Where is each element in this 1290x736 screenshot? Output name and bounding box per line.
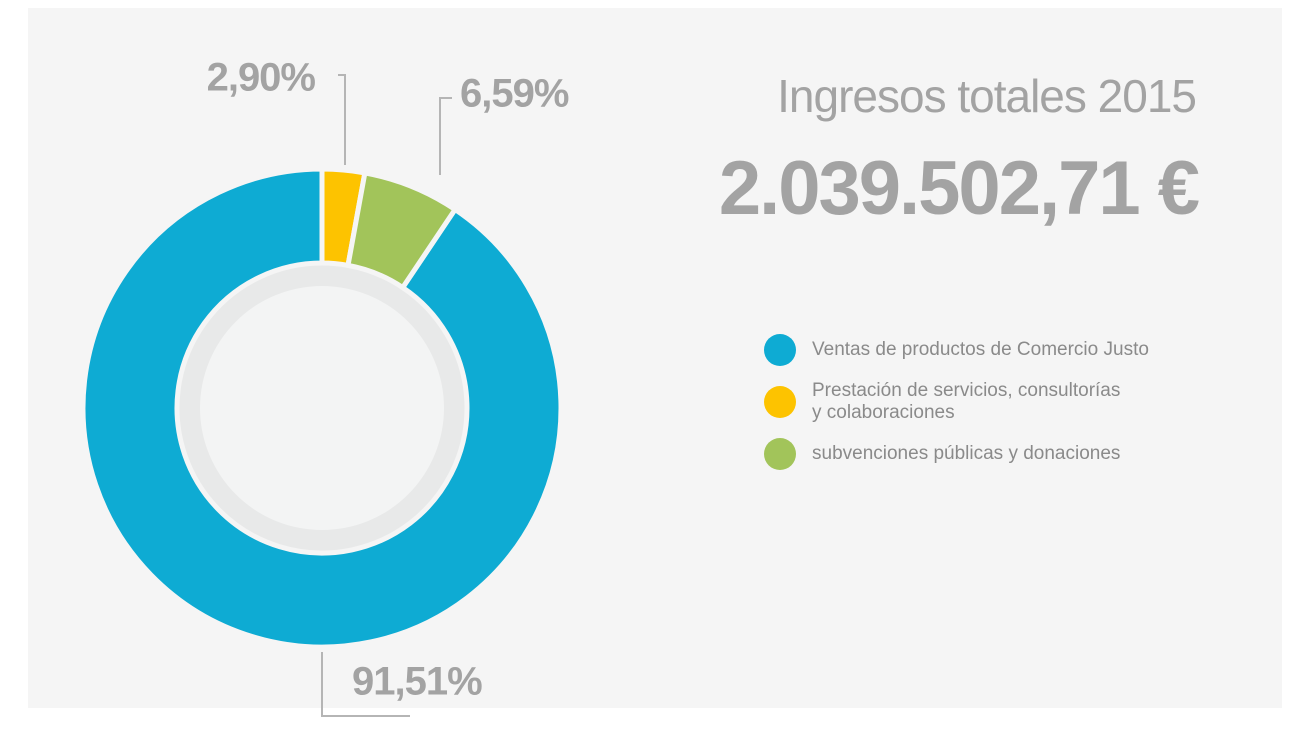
legend-item: Ventas de productos de Comercio Justo xyxy=(764,334,1149,366)
subtitle: 2.039.502,71 € xyxy=(719,146,1199,231)
legend-item: Prestación de servicios, consultorías y … xyxy=(764,380,1149,424)
legend-swatch xyxy=(764,386,796,418)
legend-label: Ventas de productos de Comercio Justo xyxy=(812,339,1149,360)
legend-item: subvenciones públicas y donaciones xyxy=(764,438,1149,470)
legend: Ventas de productos de Comercio Justo Pre… xyxy=(764,334,1149,484)
legend-label: Prestación de servicios, consultorías y … xyxy=(812,380,1121,423)
leader-line xyxy=(439,97,452,175)
value-label: 2,90% xyxy=(207,56,316,100)
legend-swatch xyxy=(764,334,796,366)
leader-line xyxy=(321,652,410,717)
value-label: 91,51% xyxy=(352,660,482,704)
hole xyxy=(200,286,444,530)
leader-line xyxy=(338,74,346,165)
donut-segment xyxy=(345,169,459,292)
donut-segment xyxy=(80,166,564,650)
legend-label: subvenciones públicas y donaciones xyxy=(812,443,1121,464)
legend-swatch xyxy=(764,438,796,470)
title: Ingresos totales 2015 xyxy=(777,70,1196,122)
value-label: 6,59% xyxy=(460,72,569,116)
